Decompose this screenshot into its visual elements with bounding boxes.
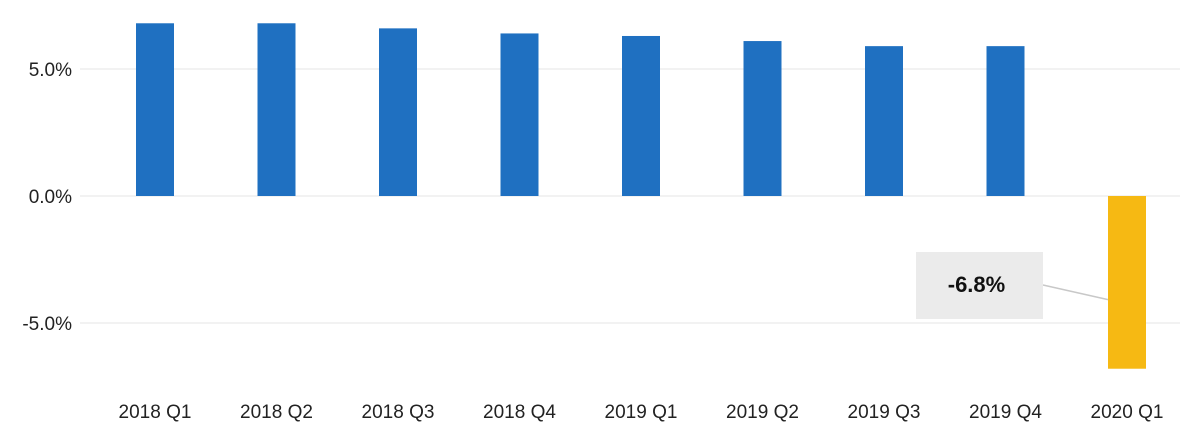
bar-2019-q1 — [622, 35, 660, 197]
bars — [136, 23, 1146, 369]
bar-2018-q4 — [500, 33, 539, 196]
bar-2018-q3 — [379, 28, 417, 196]
x-tick-label: 2019 Q1 — [605, 402, 678, 423]
x-tick-label: 2020 Q1 — [1091, 402, 1164, 423]
bar-2019-q4 — [986, 46, 1025, 196]
y-tick-label: 0.0% — [29, 187, 72, 208]
bar-2019-q3 — [865, 46, 903, 196]
callout-label: -6.8% — [948, 272, 1005, 297]
bar-2018-q1 — [136, 23, 174, 197]
x-axis: 2018 Q1 2018 Q2 2018 Q3 2018 Q4 2019 Q1 2019 … — [119, 402, 1164, 423]
callout-box — [916, 252, 1043, 319]
bar-2020-q1 — [1108, 196, 1146, 369]
callout: -6.8% — [916, 252, 1109, 319]
x-tick-label: 2018 Q4 — [483, 402, 556, 423]
x-tick-label: 2018 Q2 — [240, 402, 313, 423]
x-tick-label: 2019 Q4 — [969, 402, 1042, 423]
x-tick-label: 2019 Q2 — [726, 402, 799, 423]
x-tick-label: 2018 Q1 — [119, 402, 192, 423]
y-tick-label: 5.0% — [29, 60, 72, 81]
x-tick-label: 2019 Q3 — [848, 402, 921, 423]
bar-2019-q2 — [743, 41, 782, 197]
x-tick-label: 2018 Q3 — [362, 402, 435, 423]
bar-2018-q2 — [257, 23, 296, 197]
y-axis: 5.0% 0.0% -5.0% — [22, 60, 72, 335]
y-tick-label: -5.0% — [22, 314, 72, 335]
callout-leader-line — [1042, 284, 1109, 301]
